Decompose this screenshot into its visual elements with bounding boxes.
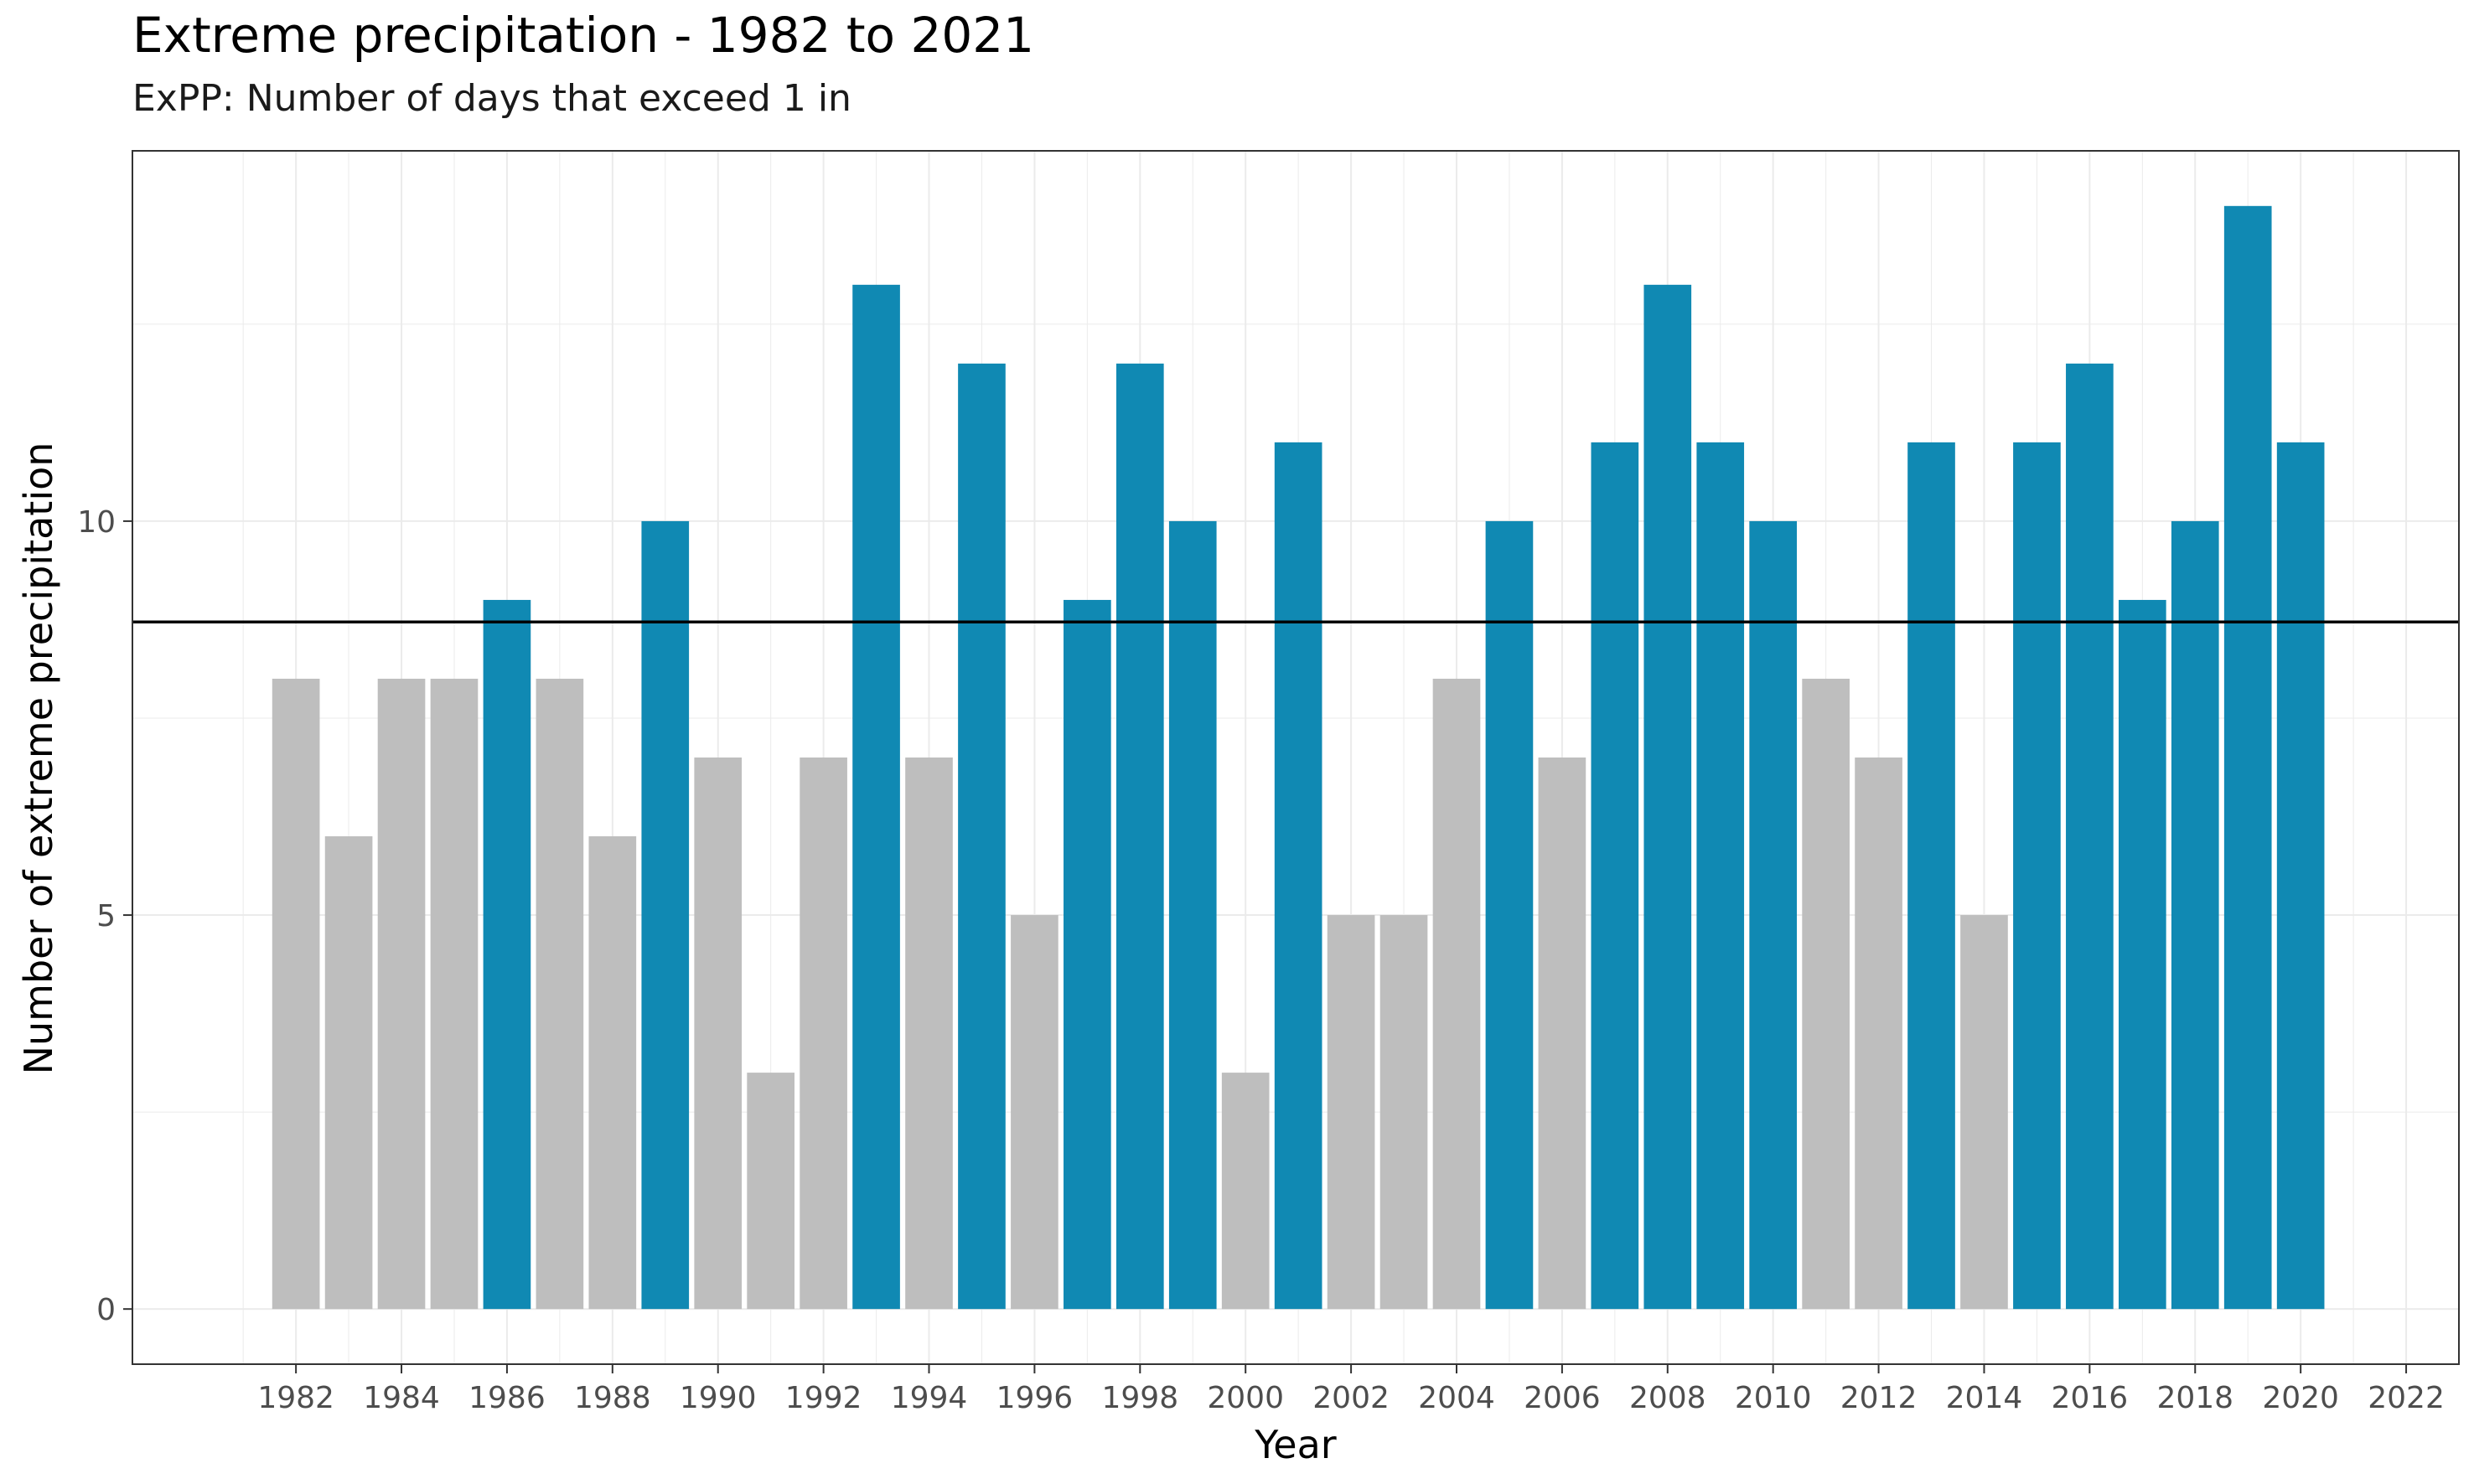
bar-1989 (641, 520, 690, 1310)
bar-2007 (1591, 442, 1639, 1310)
bar-1988 (588, 836, 637, 1310)
bar-1996 (1011, 915, 1058, 1310)
bar-1995 (958, 363, 1006, 1310)
x-tick-label: 1988 (574, 1381, 651, 1415)
bar-1993 (852, 284, 900, 1310)
x-tick-label: 2004 (1418, 1381, 1495, 1415)
bar-2002 (1327, 915, 1375, 1310)
x-axis-title: Year (1254, 1422, 1336, 1467)
y-tick-label: 0 (96, 1293, 116, 1327)
bar-1984 (377, 678, 426, 1310)
bar-2010 (1749, 520, 1798, 1310)
axes: 1982 1984 1986 1988 1990 1992 1994 1996 1998 2000… (77, 150, 2460, 1415)
bar-2014 (1960, 915, 2008, 1310)
x-tick-label: 2020 (2262, 1381, 2339, 1415)
x-tick-label: 1982 (257, 1381, 334, 1415)
x-tick-label: 2008 (1629, 1381, 1706, 1415)
bar-2001 (1274, 442, 1322, 1310)
bar-1991 (747, 1073, 794, 1310)
bar-1992 (800, 758, 847, 1310)
x-tick-label: 2002 (1312, 1381, 1390, 1415)
bar-1986 (483, 599, 531, 1310)
bars (272, 205, 2325, 1310)
bar-2006 (1538, 758, 1586, 1310)
y-tick-label: 10 (77, 505, 116, 540)
bar-2012 (1855, 758, 1902, 1310)
bar-2020 (2276, 442, 2325, 1310)
bar-1999 (1168, 520, 1217, 1310)
bar-1983 (324, 836, 373, 1310)
x-tick-label: 2012 (1840, 1381, 1918, 1415)
x-tick-label: 1994 (891, 1381, 968, 1415)
x-tick-label: 2000 (1207, 1381, 1284, 1415)
chart-title: Extreme precipitation - 1982 to 2021 (132, 7, 1035, 64)
plot-border (132, 150, 2460, 1365)
bar-2017 (2118, 599, 2166, 1310)
x-tick-label: 2016 (2052, 1381, 2129, 1415)
x-tick-label: 2010 (1735, 1381, 1812, 1415)
bar-2008 (1643, 284, 1692, 1310)
y-tick-label: 5 (96, 899, 116, 933)
x-tick-label: 2006 (1524, 1381, 1601, 1415)
bar-1985 (430, 678, 479, 1310)
x-tick-label: 1996 (996, 1381, 1074, 1415)
bar-1997 (1064, 599, 1111, 1310)
x-tick-label: 1984 (363, 1381, 440, 1415)
bar-1982 (272, 678, 320, 1310)
x-tick-label: 1992 (785, 1381, 862, 1415)
x-tick-label: 2018 (2156, 1381, 2233, 1415)
bar-2000 (1221, 1073, 1270, 1310)
bar-2004 (1432, 678, 1481, 1310)
bar-1998 (1115, 363, 1164, 1310)
bar-2018 (2171, 520, 2219, 1310)
bar-2013 (1907, 442, 1955, 1310)
bar-2003 (1379, 915, 1428, 1310)
bar-2016 (2066, 363, 2114, 1310)
bar-1990 (694, 758, 743, 1310)
bar-2015 (2013, 442, 2061, 1310)
x-tick-label: 1998 (1101, 1381, 1178, 1415)
bar-1987 (536, 678, 584, 1310)
x-tick-label: 1986 (468, 1381, 546, 1415)
chart-subtitle: ExPP: Number of days that exceed 1 in (132, 77, 851, 120)
bar-1994 (905, 758, 953, 1310)
bar-2011 (1802, 678, 1850, 1310)
bar-2019 (2223, 205, 2272, 1310)
bar-2009 (1696, 442, 1745, 1310)
x-tick-label: 2022 (2368, 1381, 2445, 1415)
x-tick-label: 1990 (680, 1381, 757, 1415)
x-tick-label: 2014 (1946, 1381, 2023, 1415)
y-axis-title: Number of extreme precipitation (16, 442, 61, 1075)
bar-2005 (1485, 520, 1534, 1310)
